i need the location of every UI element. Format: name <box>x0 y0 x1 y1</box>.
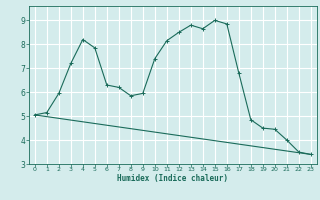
X-axis label: Humidex (Indice chaleur): Humidex (Indice chaleur) <box>117 174 228 183</box>
